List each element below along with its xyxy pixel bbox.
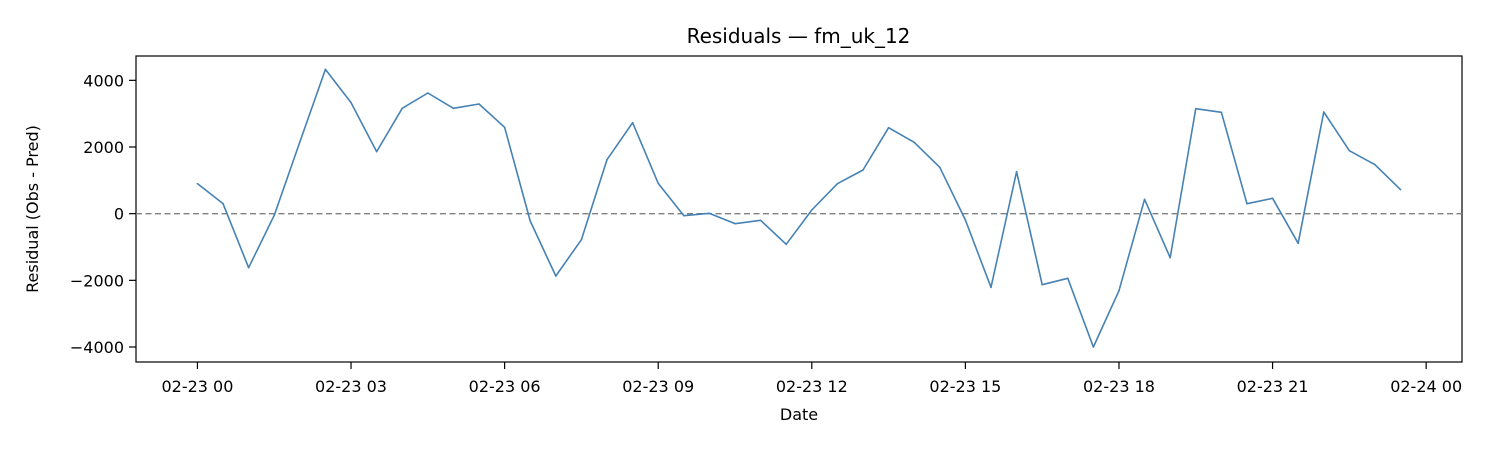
data-point: [683, 214, 685, 217]
data-point: [1015, 170, 1018, 173]
data-point: [887, 126, 890, 129]
y-tick-label: −2000: [70, 271, 124, 290]
data-point: [299, 141, 301, 143]
data-point: [708, 212, 711, 215]
data-point: [759, 219, 762, 222]
x-tick-label: 02-23 09: [622, 377, 694, 396]
y-tick-label: 2000: [83, 138, 124, 157]
data-point: [427, 92, 429, 94]
data-point: [862, 169, 864, 171]
x-axis-label: Date: [780, 405, 818, 424]
x-tick-label: 02-23 00: [161, 377, 233, 396]
data-point: [1271, 197, 1274, 200]
chart-title: Residuals — fm_uk_12: [687, 24, 911, 48]
data-point: [1374, 163, 1376, 166]
data-point: [810, 209, 813, 211]
data-point: [1246, 202, 1248, 205]
x-tick-label: 02-24 00: [1390, 377, 1462, 396]
data-point: [990, 286, 992, 289]
plot-area: [135, 55, 1463, 363]
x-tick-label: 02-23 21: [1237, 377, 1309, 396]
data-point: [580, 238, 583, 241]
data-point: [503, 126, 506, 129]
y-axis: −4000 −2000 0 2000 4000: [70, 71, 136, 357]
x-tick-label: 02-23 03: [315, 377, 387, 396]
data-point: [1399, 188, 1402, 191]
data-point: [1322, 111, 1325, 113]
data-point: [1220, 111, 1223, 114]
data-point: [478, 103, 480, 105]
data-point: [657, 182, 660, 185]
data-point: [555, 275, 557, 277]
data-point: [1194, 107, 1197, 110]
data-point: [1143, 198, 1146, 201]
residual-series-line: [196, 68, 1402, 348]
data-point: [938, 166, 941, 169]
y-axis-label: Residual (Obs - Pred): [23, 125, 42, 293]
y-tick-label: 4000: [83, 71, 124, 90]
x-tick-label: 02-23 18: [1083, 377, 1155, 396]
data-point: [1041, 283, 1043, 286]
data-points: [196, 68, 1402, 348]
x-axis: 02-23 00 02-23 03 02-23 06 02-23 09 02-23 12…: [161, 362, 1462, 396]
data-point: [1066, 277, 1069, 280]
data-point: [529, 220, 532, 222]
data-point: [785, 243, 788, 246]
data-point: [247, 266, 250, 269]
y-tick-label: 0: [114, 205, 124, 224]
data-point: [606, 158, 608, 161]
data-point: [1169, 256, 1171, 259]
x-tick-label: 02-23 15: [929, 377, 1001, 396]
data-point: [401, 107, 404, 110]
data-point: [964, 219, 967, 221]
data-point: [375, 150, 378, 153]
data-point: [1348, 149, 1351, 152]
data-point: [350, 101, 352, 104]
data-point: [452, 107, 455, 110]
data-point: [631, 121, 634, 124]
data-point: [1118, 289, 1120, 292]
data-point: [913, 141, 915, 144]
data-point: [1092, 346, 1095, 348]
y-tick-label: −4000: [70, 338, 124, 357]
data-point: [1297, 242, 1299, 245]
x-tick-label: 02-23 06: [469, 377, 541, 396]
data-point: [196, 182, 199, 185]
data-point: [273, 214, 276, 217]
data-point: [324, 68, 327, 71]
data-point: [836, 182, 839, 185]
data-point: [222, 202, 224, 205]
data-point: [734, 222, 736, 225]
x-tick-label: 02-23 12: [776, 377, 848, 396]
